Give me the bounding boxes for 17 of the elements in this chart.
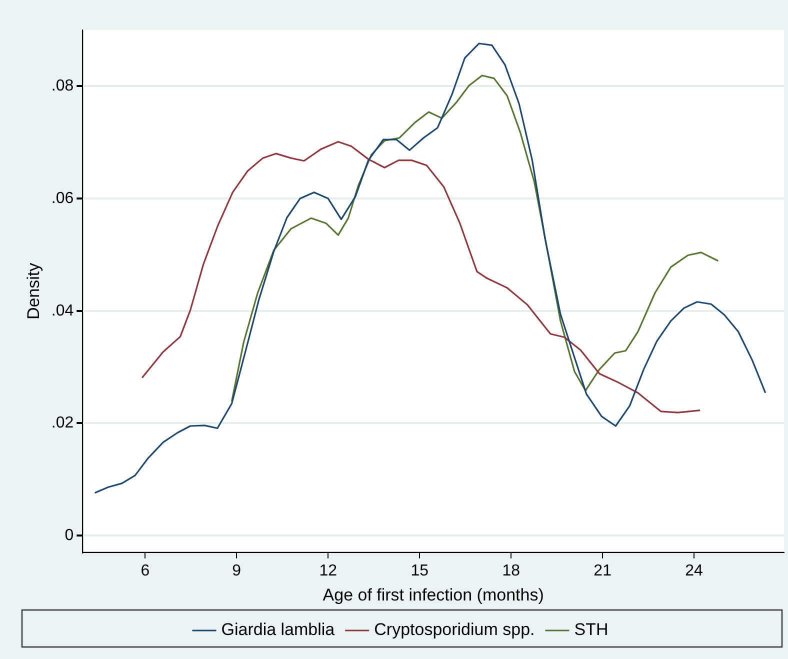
x-tick-label: 15: [410, 562, 429, 580]
legend-label: Cryptosporidium spp.: [374, 620, 535, 640]
x-tick-label: 9: [232, 562, 242, 580]
x-tick-label: 18: [502, 562, 520, 580]
y-tick-label: .06: [51, 190, 74, 207]
x-tick-label: 12: [319, 562, 338, 580]
x-tick-label: 24: [685, 562, 704, 580]
x-axis-title: Age of first infection (months): [322, 585, 544, 604]
y-tick-label: .04: [51, 302, 74, 320]
legend-label: STH: [574, 620, 608, 640]
y-tick-label: 0: [64, 526, 74, 544]
y-tick-label: .08: [51, 78, 74, 95]
legend-label: Giardia lamblia: [221, 620, 336, 640]
x-tick-label: 21: [594, 562, 612, 580]
x-tick-label: 6: [140, 562, 150, 580]
y-tick-label: .02: [51, 414, 74, 432]
y-axis-title: Density: [24, 262, 43, 320]
